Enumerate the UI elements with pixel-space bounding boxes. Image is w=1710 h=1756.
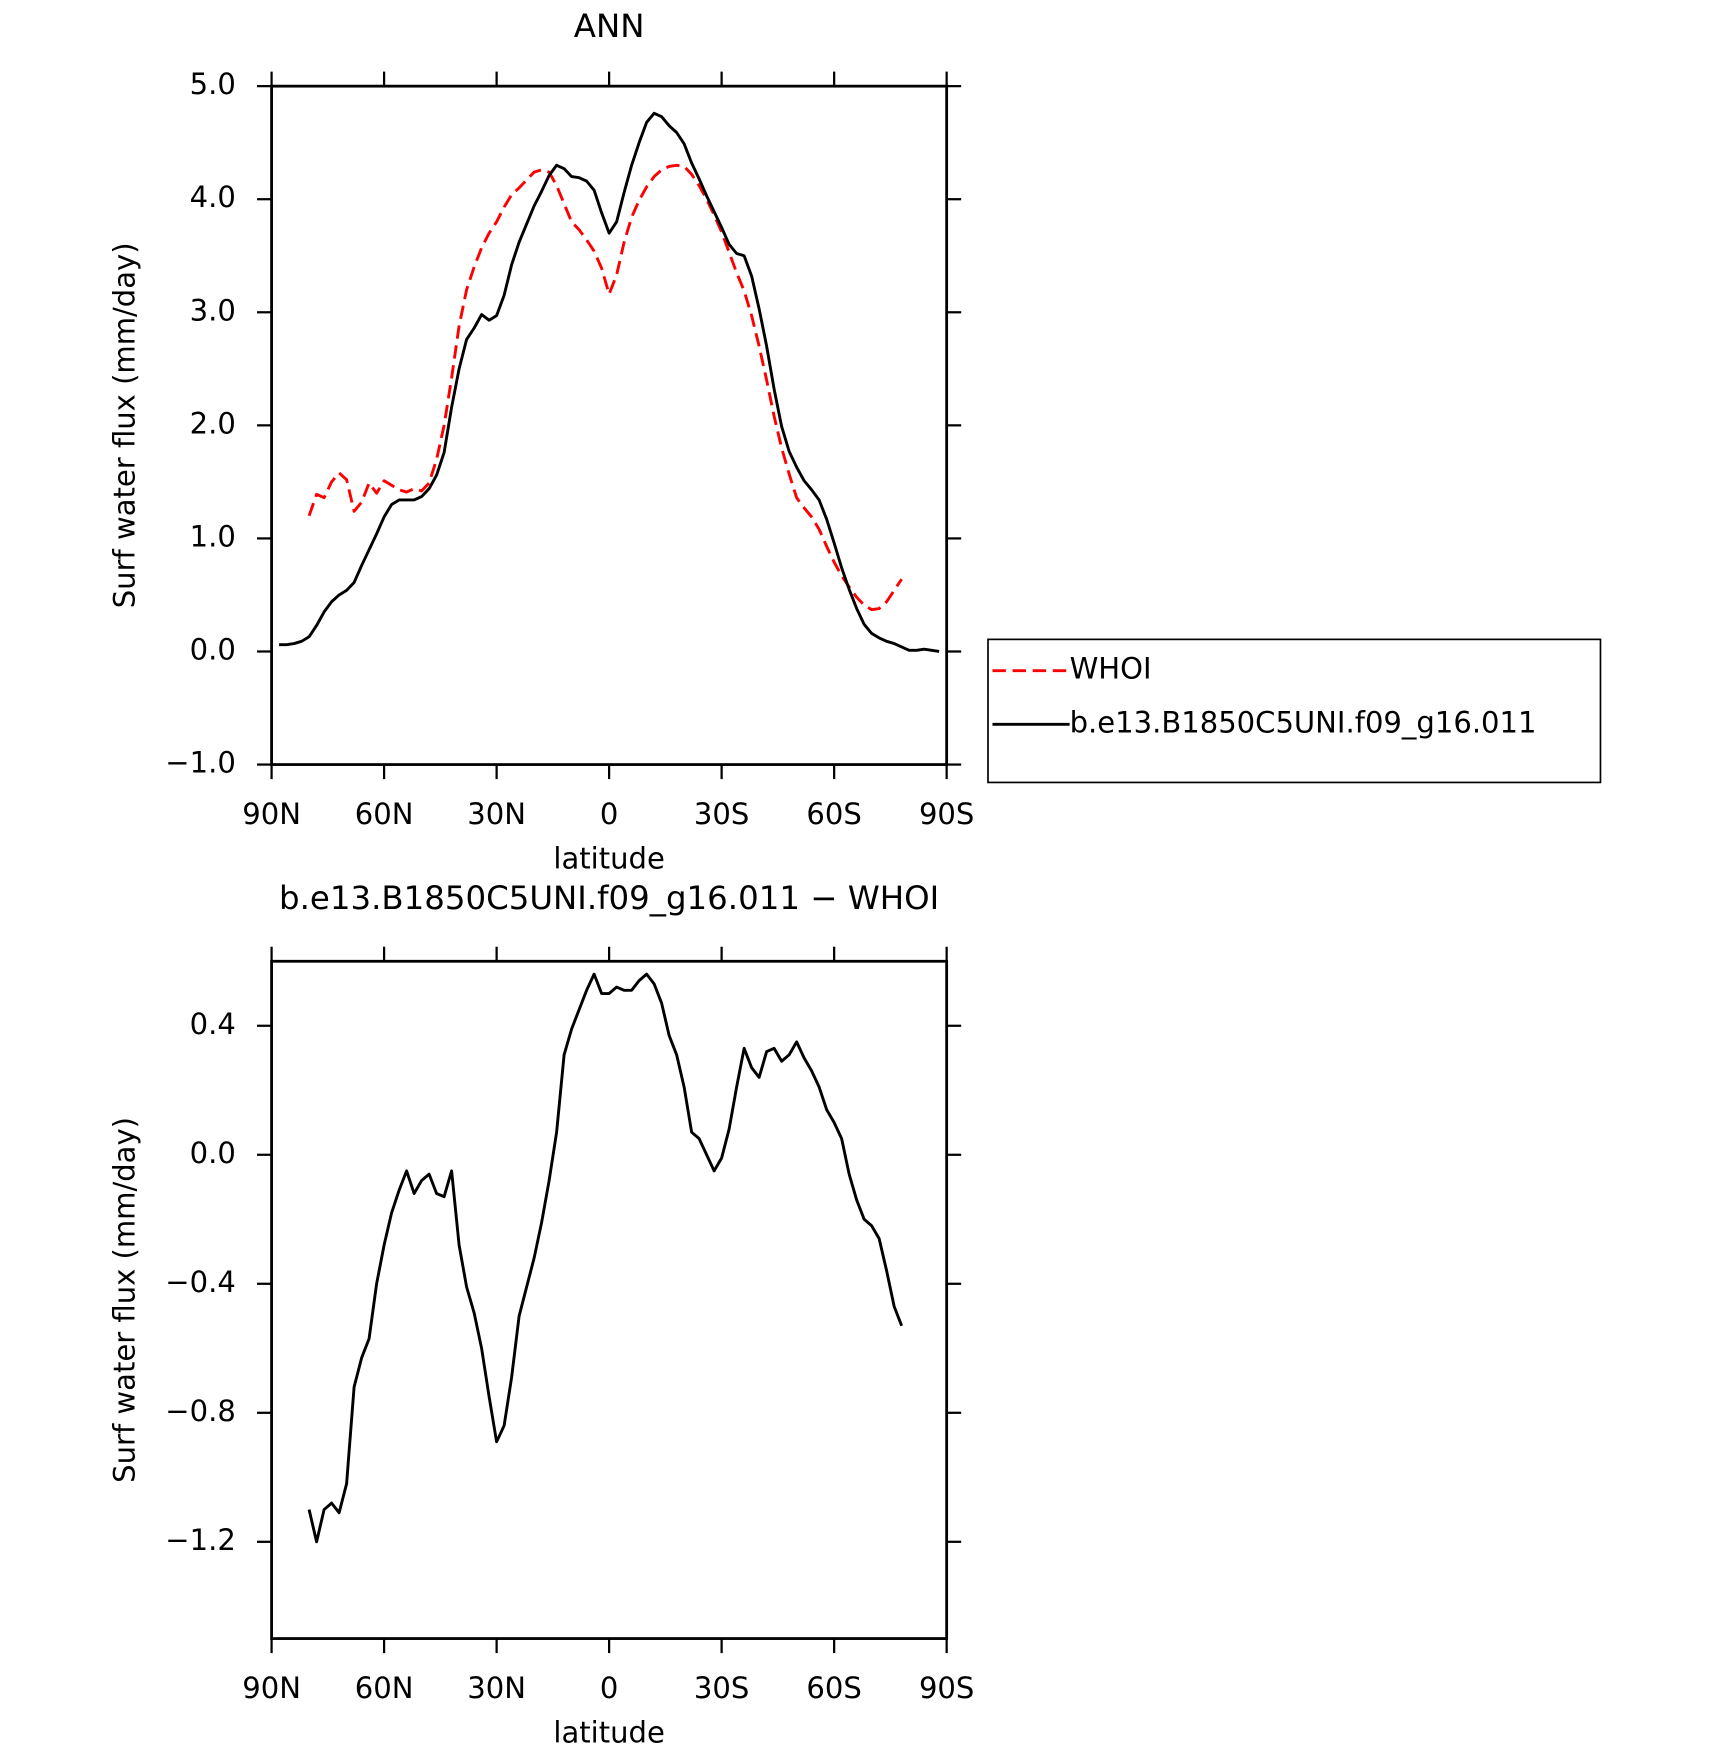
x-tick-label: 90S: [919, 1671, 974, 1705]
legend-label: b.e13.B1850C5UNI.f09_g16.011: [1070, 705, 1537, 739]
x-tick-label: 60S: [806, 797, 861, 831]
x-tick-label: 30N: [467, 797, 526, 831]
data-line: [307, 972, 903, 1544]
data-line: [307, 163, 903, 612]
x-tick-label: 0: [600, 797, 618, 831]
x-tick-label: 30S: [694, 797, 749, 831]
x-tick-label: 30S: [694, 1671, 749, 1705]
x-tick-label: 60S: [806, 1671, 861, 1705]
y-tick-label: 5.0: [190, 67, 236, 101]
plot-frame: [270, 84, 949, 766]
y-tick-label: 0.4: [190, 1007, 236, 1041]
y-tick-label: −0.4: [165, 1265, 236, 1299]
x-tick-label: 90N: [242, 797, 301, 831]
x-axis-label: latitude: [553, 1716, 664, 1750]
y-tick-label: 4.0: [190, 180, 236, 214]
y-axis-label: Surf water flux (mm/day): [107, 1117, 141, 1483]
x-tick-label: 60N: [355, 797, 414, 831]
y-axis-label: Surf water flux (mm/day): [107, 242, 141, 608]
y-tick-label: 0.0: [190, 632, 236, 666]
chart-title: ANN: [574, 7, 645, 45]
x-axis-label: latitude: [553, 842, 664, 876]
legend-box: [987, 638, 1602, 784]
legend-label: WHOI: [1070, 652, 1152, 686]
y-tick-label: 1.0: [190, 519, 236, 553]
x-tick-label: 30N: [467, 1671, 526, 1705]
x-tick-label: 0: [600, 1671, 618, 1705]
y-tick-label: 3.0: [190, 293, 236, 327]
x-tick-label: 90N: [242, 1671, 301, 1705]
y-tick-label: −0.8: [165, 1394, 236, 1428]
y-tick-label: 2.0: [190, 406, 236, 440]
y-tick-label: −1.0: [165, 746, 236, 780]
data-line: [279, 111, 940, 653]
plot-frame: [270, 959, 949, 1640]
y-tick-label: −1.2: [165, 1523, 236, 1557]
x-tick-label: 60N: [355, 1671, 414, 1705]
y-tick-label: 0.0: [190, 1136, 236, 1170]
chart-title: b.e13.B1850C5UNI.f09_g16.011 − WHOI: [279, 879, 939, 917]
x-tick-label: 90S: [919, 797, 974, 831]
